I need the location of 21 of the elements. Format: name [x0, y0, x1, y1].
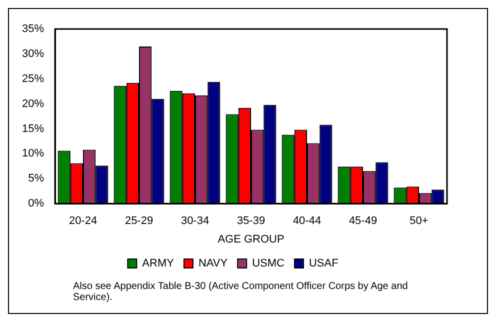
x-tick-label: 35-39 [236, 215, 266, 228]
x-tick-label: 25-29 [124, 215, 154, 228]
x-axis-title: AGE GROUP [218, 233, 284, 246]
x-tick-label: 40-44 [292, 215, 322, 228]
y-tick-label: 15% [22, 122, 44, 135]
x-tick-label: 30-34 [180, 215, 210, 228]
legend-label: USAF [308, 258, 339, 270]
y-tick-label: 10% [22, 148, 44, 160]
legend-label: ARMY [142, 258, 175, 270]
y-tick-label: 5% [28, 172, 44, 185]
text: Also see Appendix Table B-30 (Active Component Officer Corps by Age and Service). [73, 281, 409, 303]
y-tick-label: 35% [22, 23, 44, 36]
x-tick-label: 45-49 [348, 215, 378, 228]
y-tick-label: 0% [28, 198, 44, 210]
y-tick-label: 25% [22, 72, 44, 85]
y-tick-label: 20% [22, 98, 44, 110]
x-tick-label: 20-24 [68, 215, 98, 228]
legend-label: NAVY [198, 258, 228, 270]
x-tick-label: 50+ [410, 215, 428, 228]
y-tick-label: 30% [22, 48, 44, 60]
legend-label: USMC [252, 258, 285, 270]
